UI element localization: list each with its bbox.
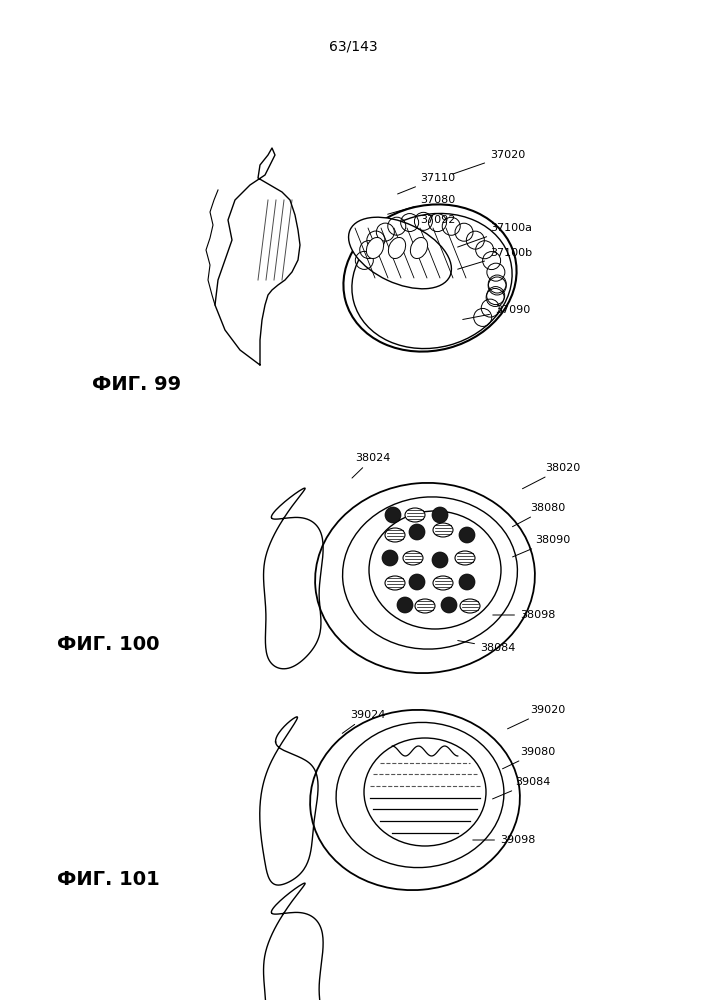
Circle shape xyxy=(382,550,398,566)
Circle shape xyxy=(459,574,475,590)
Circle shape xyxy=(409,524,425,540)
Text: 38090: 38090 xyxy=(513,535,571,557)
Text: 39080: 39080 xyxy=(503,747,555,769)
Ellipse shape xyxy=(433,576,453,590)
Text: 37100a: 37100a xyxy=(457,223,532,247)
Circle shape xyxy=(432,507,448,523)
Circle shape xyxy=(385,507,401,523)
Text: 37110: 37110 xyxy=(397,173,455,194)
Ellipse shape xyxy=(455,551,475,565)
Circle shape xyxy=(409,574,425,590)
Ellipse shape xyxy=(369,511,501,629)
Text: 38080: 38080 xyxy=(513,503,566,527)
Text: 38024: 38024 xyxy=(352,453,390,478)
Circle shape xyxy=(441,597,457,613)
Ellipse shape xyxy=(433,523,453,537)
Text: 37020: 37020 xyxy=(452,150,525,174)
Text: 39024: 39024 xyxy=(342,710,385,733)
Text: 38020: 38020 xyxy=(522,463,580,489)
Circle shape xyxy=(432,552,448,568)
Ellipse shape xyxy=(405,508,425,522)
Circle shape xyxy=(459,527,475,543)
Circle shape xyxy=(397,597,413,613)
Text: ФИГ. 101: ФИГ. 101 xyxy=(57,870,159,889)
Text: ФИГ. 99: ФИГ. 99 xyxy=(92,375,181,394)
Ellipse shape xyxy=(460,599,480,613)
Text: 63/143: 63/143 xyxy=(329,40,378,54)
Ellipse shape xyxy=(366,237,384,259)
Ellipse shape xyxy=(415,599,435,613)
Text: 38098: 38098 xyxy=(493,610,556,620)
Text: 37092: 37092 xyxy=(392,215,455,234)
Ellipse shape xyxy=(403,551,423,565)
Text: 37080: 37080 xyxy=(387,195,455,214)
Ellipse shape xyxy=(385,528,405,542)
Text: 37100b: 37100b xyxy=(457,248,532,269)
Ellipse shape xyxy=(388,237,406,259)
Ellipse shape xyxy=(410,237,428,259)
Ellipse shape xyxy=(385,576,405,590)
Text: 39020: 39020 xyxy=(508,705,566,729)
Ellipse shape xyxy=(364,738,486,846)
Text: 39098: 39098 xyxy=(473,835,535,845)
Ellipse shape xyxy=(349,217,452,289)
Text: 37090: 37090 xyxy=(462,305,530,319)
Text: ФИГ. 100: ФИГ. 100 xyxy=(57,635,159,654)
Text: 39084: 39084 xyxy=(493,777,550,799)
Text: 38084: 38084 xyxy=(457,641,515,653)
